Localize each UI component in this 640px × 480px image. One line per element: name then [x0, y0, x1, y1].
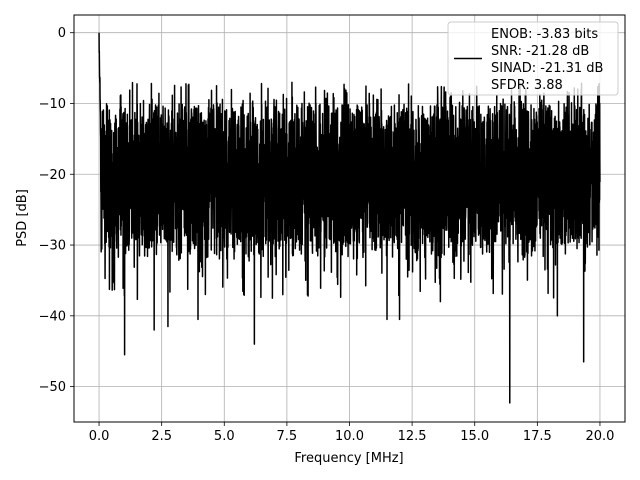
- psd-series-line: [98, 32, 601, 404]
- x-tick-label: 20.0: [585, 429, 614, 444]
- x-tick-label: 0.0: [89, 429, 110, 444]
- y-axis-ticks: 0 −10 −20 −30 −40 −50: [39, 26, 74, 395]
- y-tick-label: −20: [39, 168, 66, 183]
- legend-entry-sinad: SINAD: -21.31 dB: [491, 61, 603, 76]
- y-axis-label: PSD [dB]: [15, 189, 30, 247]
- plot-area: [98, 32, 601, 404]
- x-axis-label: Frequency [MHz]: [294, 451, 403, 466]
- x-tick-label: 10.0: [335, 429, 364, 444]
- y-tick-label: −10: [39, 97, 66, 112]
- legend: ENOB: -3.83 bits SNR: -21.28 dB SINAD: -…: [447, 21, 619, 96]
- x-tick-label: 15.0: [460, 429, 489, 444]
- x-tick-label: 17.5: [523, 429, 552, 444]
- legend-entry-enob: ENOB: -3.83 bits: [491, 27, 598, 42]
- legend-entry-sfdr: SFDR: 3.88: [491, 78, 563, 93]
- x-tick-label: 7.5: [277, 429, 298, 444]
- x-axis-ticks: 0.0 2.5 5.0 7.5 10.0 12.5 15.0 17.5 20.0: [89, 422, 614, 444]
- y-tick-label: −30: [39, 239, 66, 254]
- x-tick-label: 12.5: [398, 429, 427, 444]
- y-tick-label: 0: [58, 26, 66, 41]
- y-tick-label: −40: [39, 309, 66, 324]
- y-tick-label: −50: [39, 380, 66, 395]
- x-tick-label: 5.0: [214, 429, 235, 444]
- x-tick-label: 2.5: [151, 429, 172, 444]
- legend-box: [447, 21, 619, 96]
- legend-entry-snr: SNR: -21.28 dB: [491, 44, 589, 59]
